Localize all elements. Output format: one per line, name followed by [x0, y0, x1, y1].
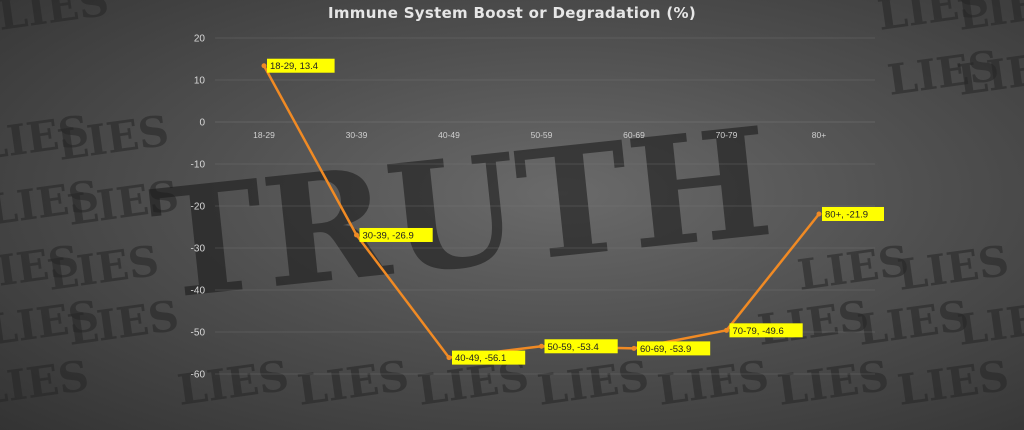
data-points [261, 63, 822, 361]
data-label-text: 18-29, 13.4 [270, 61, 318, 72]
data-label-text: 50-59, -53.4 [548, 342, 599, 353]
data-label-background [637, 341, 711, 356]
y-axis-ticks: 20 10 0 -10 -20 -30 -40 -50 -60 [191, 34, 206, 381]
data-label-background [544, 339, 618, 354]
x-tick-label: 60-69 [623, 130, 645, 140]
data-labels: 18-29, 13.4 30-39, -26.9 40-49, -56.1 50-59… [267, 58, 884, 365]
y-tick-label: -40 [191, 286, 206, 297]
y-tick-label: 20 [194, 34, 206, 45]
x-tick-label: 30-39 [346, 130, 368, 140]
y-tick-label: -60 [191, 370, 206, 381]
data-label: 80+, -21.9 [822, 206, 884, 221]
y-tick-label: -10 [191, 160, 206, 171]
data-label-text: 80+, -21.9 [825, 209, 868, 220]
data-label: 70-79, -49.6 [729, 323, 803, 338]
data-label: 60-69, -53.9 [637, 341, 711, 356]
y-tick-label: 10 [194, 76, 206, 87]
data-label: 18-29, 13.4 [267, 58, 335, 73]
data-point [631, 345, 637, 351]
x-tick-label: 70-79 [716, 130, 738, 140]
x-tick-label: 40-49 [438, 130, 460, 140]
data-label-background [452, 350, 526, 365]
data-point [816, 211, 822, 217]
data-point [539, 343, 544, 349]
data-label: 30-39, -26.9 [359, 227, 433, 242]
data-label: 40-49, -56.1 [452, 350, 526, 365]
data-label-text: 70-79, -49.6 [733, 326, 784, 337]
x-tick-label: 80+ [812, 130, 826, 140]
y-tick-label: -20 [191, 202, 206, 213]
y-tick-label: -50 [191, 328, 206, 339]
x-tick-label: 18-29 [253, 130, 275, 140]
chart-title: Immune System Boost or Degradation (%) [328, 4, 696, 22]
data-label-text: 30-39, -26.9 [363, 230, 414, 241]
data-label-text: 60-69, -53.9 [640, 344, 691, 355]
data-label-text: 40-49, -56.1 [455, 353, 506, 364]
series-line [262, 65, 820, 359]
y-tick-label: -30 [191, 244, 206, 255]
data-label-background [267, 58, 335, 73]
y-tick-label: 0 [199, 118, 205, 129]
x-axis-ticks: 18-29 30-39 40-49 50-59 60-69 70-79 80+ [253, 130, 826, 140]
x-tick-label: 50-59 [531, 130, 553, 140]
data-point [724, 327, 729, 333]
data-label: 50-59, -53.4 [544, 339, 618, 354]
data-label-background [359, 227, 433, 242]
data-point [261, 63, 267, 69]
data-label-background [822, 206, 884, 221]
data-label-background [729, 323, 803, 338]
data-point [446, 355, 452, 361]
data-point [354, 232, 359, 238]
